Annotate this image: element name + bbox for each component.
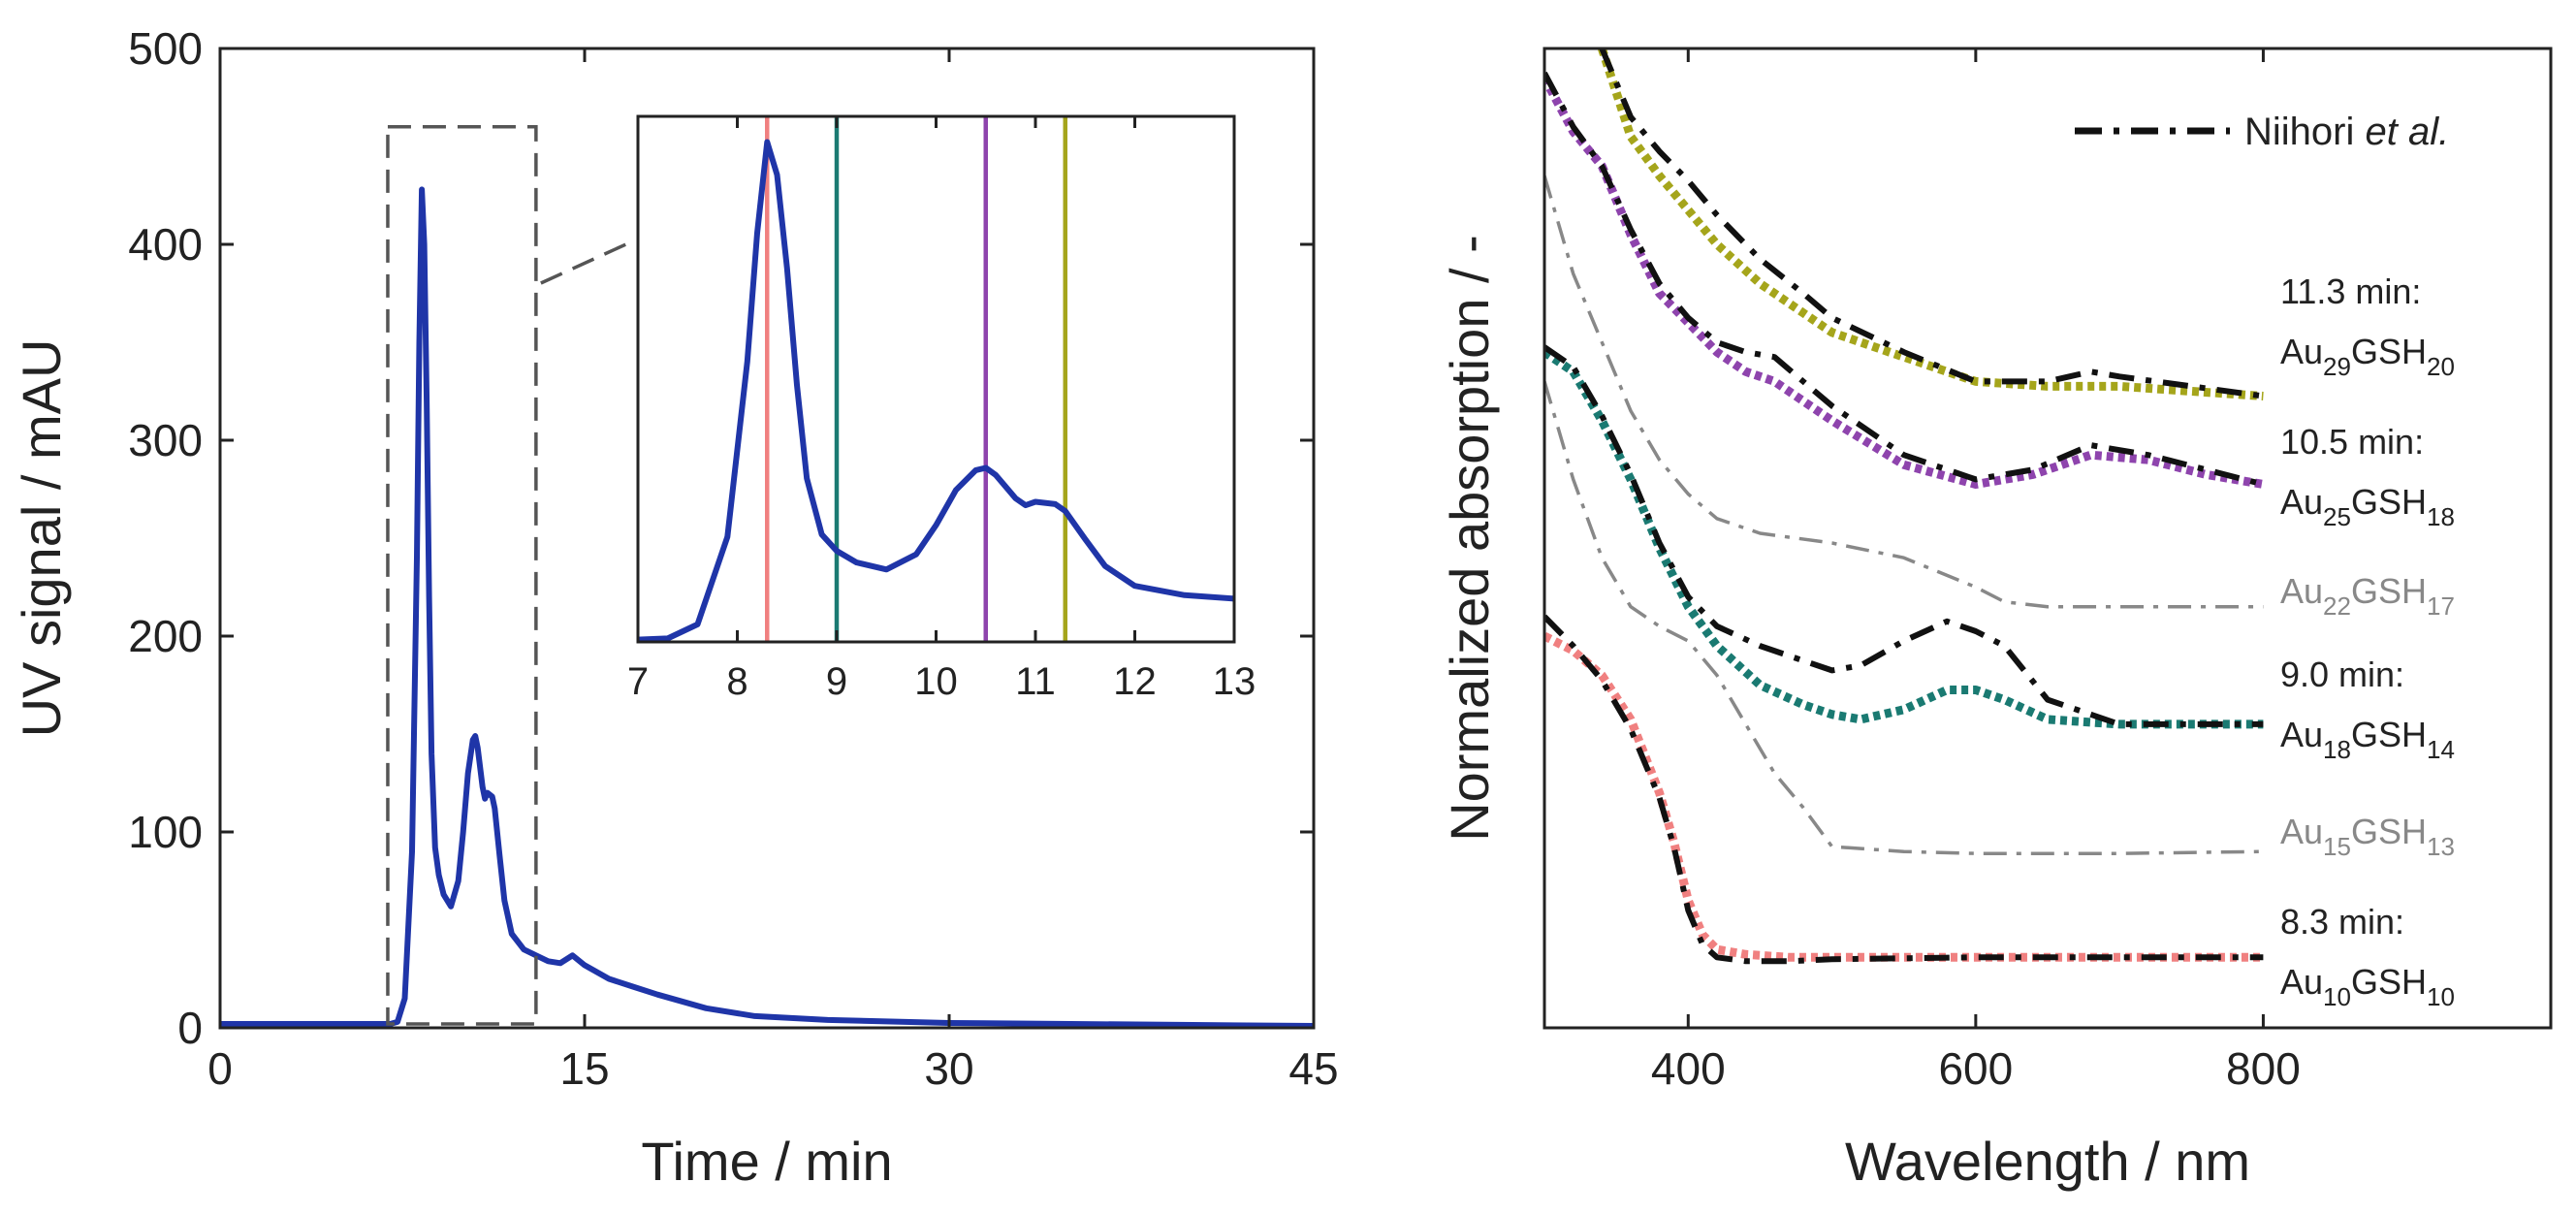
right-series-line-4	[1544, 175, 2264, 609]
left-y-axis-title: UV signal / mAU	[11, 339, 72, 738]
annotation-time-label: 8.3 min:	[2280, 902, 2404, 942]
zoom-indicator	[386, 125, 631, 1026]
annotation-formula-label: Au22GSH17	[2280, 571, 2455, 621]
annotation-formula-label: Au15GSH13	[2280, 812, 2455, 861]
inset-x-tick-label: 8	[726, 660, 747, 703]
left-x-tick-label: 45	[1288, 1043, 1338, 1094]
cluster-annotations: 11.3 min: Au29GSH20 10.5 min: Au25GSH18 Au22…	[2280, 272, 2455, 1011]
annotation-time-label: 9.0 min:	[2280, 655, 2404, 694]
inset-x-tick-label: 13	[1213, 660, 1256, 703]
left-x-tick-label: 30	[924, 1043, 973, 1094]
left-x-tick-label: 15	[559, 1043, 609, 1094]
inset-axis-ticks: 7 8 9 10 11 12 13	[627, 116, 1256, 703]
left-y-tick-label: 0	[177, 1003, 203, 1053]
zoom-box	[386, 125, 538, 1026]
annotation-formula-label: Au18GSH14	[2280, 715, 2455, 764]
left-x-tick-label: 0	[207, 1043, 233, 1094]
right-series-line-7	[1544, 380, 2264, 855]
annotation-formula-label: Au10GSH10	[2280, 962, 2455, 1011]
right-plot-area	[1544, 48, 2265, 965]
right-series-line-6	[1544, 344, 2264, 727]
right-series-line-1	[1599, 48, 2264, 399]
left-x-axis-title: Time / min	[641, 1131, 892, 1192]
inset-chart: 7 8 9 10 11 12 13	[627, 114, 1256, 703]
legend-label: Niihori et al.	[2244, 111, 2449, 153]
inset-background	[638, 116, 1234, 642]
right-series-line-0	[1598, 48, 2264, 400]
left-axis-ticks: 0 15 30 45 0 100 200 300 400 500	[128, 23, 1338, 1094]
inset-x-tick-label: 9	[826, 660, 847, 703]
right-x-tick-label: 800	[2226, 1043, 2301, 1094]
left-y-tick-label: 500	[128, 23, 203, 74]
inset-x-tick-label: 10	[914, 660, 958, 703]
right-chart: 400 600 800 Niihori et al. 11.3 min: Au29GS…	[1439, 47, 2553, 1192]
inset-x-tick-label: 12	[1113, 660, 1157, 703]
inset-x-tick-label: 7	[627, 660, 649, 703]
annotation-time-label: 10.5 min:	[2280, 422, 2424, 462]
right-axes-frame	[1542, 47, 2553, 1030]
left-y-tick-label: 200	[128, 611, 203, 661]
right-axis-ticks: 400 600 800	[1651, 48, 2301, 1094]
right-x-tick-label: 600	[1938, 1043, 2013, 1094]
right-series-line-2	[1544, 76, 2265, 489]
left-y-tick-label: 300	[128, 415, 203, 465]
left-axes-frame	[218, 47, 1316, 1030]
right-series-line-9	[1544, 614, 2264, 965]
annotation-formula-label: Au25GSH18	[2280, 482, 2455, 531]
legend: Niihori et al.	[2075, 111, 2449, 153]
left-chart: 0 15 30 45 0 100 200 300 400 500 Time / min UV si…	[11, 23, 1339, 1192]
annotation-formula-label: Au29GSH20	[2280, 332, 2455, 381]
left-plot-area	[220, 186, 1315, 1029]
annotation-time-label: 11.3 min:	[2280, 272, 2421, 311]
left-y-tick-label: 100	[128, 807, 203, 857]
left-y-tick-label: 400	[128, 219, 203, 270]
right-series-line-3	[1544, 71, 2265, 488]
zoom-connector	[540, 240, 631, 285]
left-series-line-0	[220, 186, 1315, 1029]
right-x-axis-title: Wavelength / nm	[1845, 1131, 2250, 1192]
inset-plot-area	[637, 116, 1235, 643]
inset-x-tick-label: 11	[1015, 660, 1056, 703]
inset-series-line-0	[637, 139, 1235, 643]
right-y-axis-title: Normalized absorption / -	[1439, 235, 1500, 842]
right-series-line-8	[1544, 631, 2264, 962]
right-x-tick-label: 400	[1651, 1043, 1726, 1094]
right-series-line-5	[1544, 348, 2264, 729]
